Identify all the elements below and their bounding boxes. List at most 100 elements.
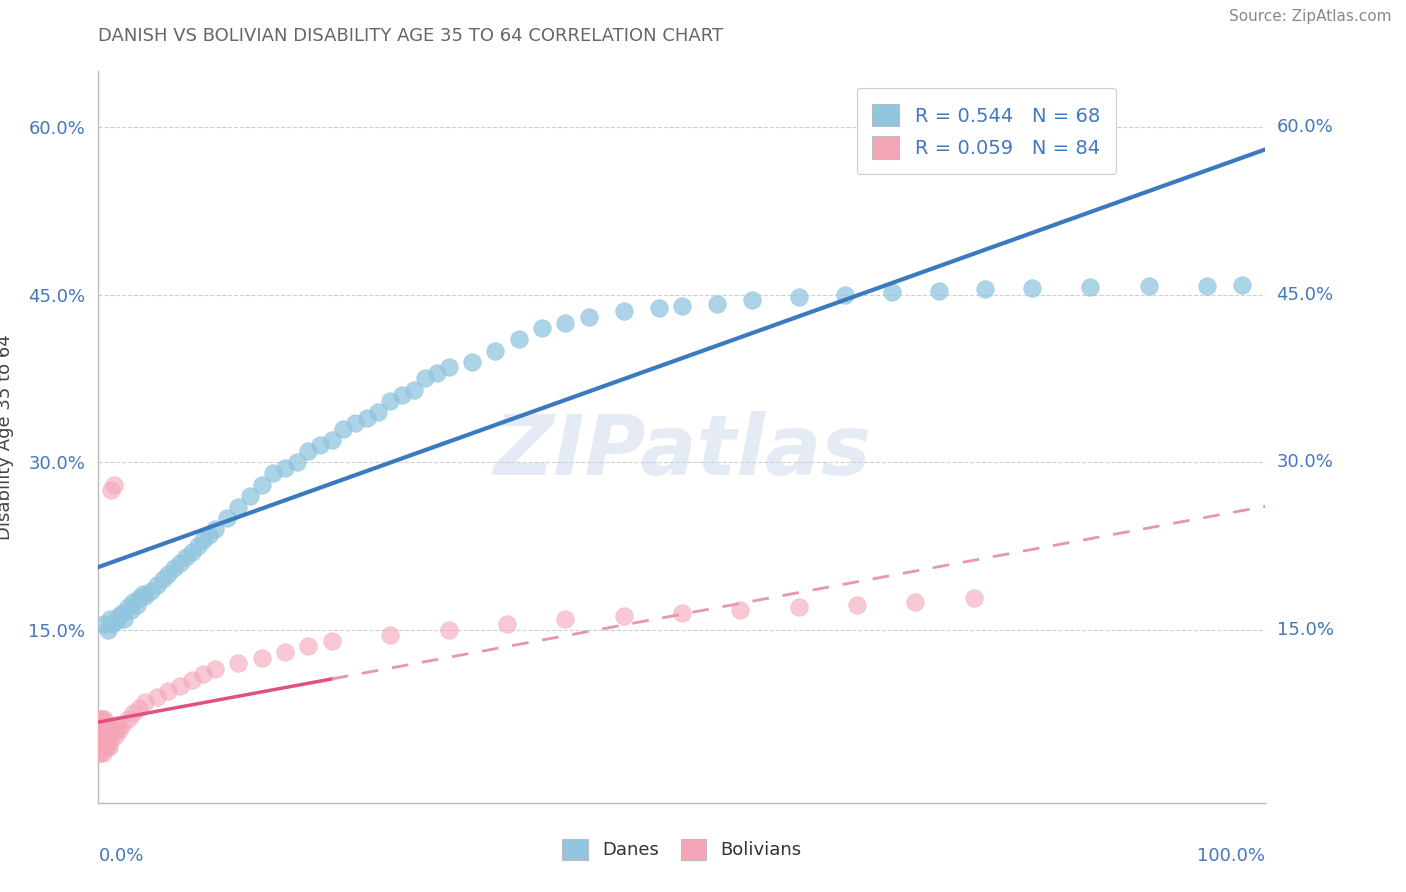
Point <box>134 695 156 709</box>
Point <box>90 723 112 738</box>
Point <box>461 354 484 368</box>
Point <box>122 595 145 609</box>
Point <box>356 410 378 425</box>
Point <box>90 739 112 754</box>
Point <box>163 561 186 575</box>
Point <box>90 717 112 731</box>
Point <box>91 729 114 743</box>
Point <box>426 366 449 380</box>
Point <box>1080 280 1102 294</box>
Point <box>90 739 112 754</box>
Point <box>122 706 145 721</box>
Point <box>169 679 191 693</box>
Point <box>730 602 752 616</box>
Point <box>128 591 150 606</box>
Legend: Danes, Bolivians: Danes, Bolivians <box>555 831 808 867</box>
Point <box>91 723 114 738</box>
Point <box>97 739 120 754</box>
Point <box>98 734 121 748</box>
Point <box>228 500 250 514</box>
Point <box>125 598 148 612</box>
Text: ZIPatlas: ZIPatlas <box>494 411 870 492</box>
Point <box>508 332 530 346</box>
Point <box>367 405 389 419</box>
Point <box>93 712 115 726</box>
Point <box>193 533 215 548</box>
Point <box>962 591 984 606</box>
Point <box>91 746 114 760</box>
Point <box>89 712 111 726</box>
Point <box>94 717 117 731</box>
Point <box>120 602 142 616</box>
Point <box>117 712 139 726</box>
Text: DANISH VS BOLIVIAN DISABILITY AGE 35 TO 64 CORRELATION CHART: DANISH VS BOLIVIAN DISABILITY AGE 35 TO … <box>98 27 724 45</box>
Point <box>228 657 250 671</box>
Point <box>91 739 114 754</box>
Point <box>134 589 156 603</box>
Point <box>262 467 284 481</box>
Point <box>108 609 131 624</box>
Point <box>96 739 118 754</box>
Point <box>108 723 131 738</box>
Point <box>180 673 202 687</box>
Point <box>706 296 728 310</box>
Point <box>380 393 402 408</box>
Point <box>974 282 997 296</box>
Text: 30.0%: 30.0% <box>1277 453 1333 471</box>
Point <box>146 578 169 592</box>
Point <box>834 287 856 301</box>
Point <box>928 285 950 299</box>
Point <box>204 522 226 536</box>
Point <box>198 528 221 542</box>
Point <box>101 723 124 738</box>
Point <box>94 723 117 738</box>
Point <box>96 729 118 743</box>
Point <box>90 729 112 743</box>
Text: 15.0%: 15.0% <box>1277 621 1333 639</box>
Point <box>309 438 332 452</box>
Point <box>250 650 273 665</box>
Point <box>112 611 135 625</box>
Point <box>100 483 122 497</box>
Point <box>215 511 238 525</box>
Point <box>93 723 115 738</box>
Point <box>96 723 118 738</box>
Text: 60.0%: 60.0% <box>1277 119 1333 136</box>
Point <box>180 544 202 558</box>
Point <box>671 299 693 313</box>
Point <box>89 734 111 748</box>
Text: 100.0%: 100.0% <box>1198 847 1265 864</box>
Point <box>297 444 319 458</box>
Point <box>128 701 150 715</box>
Point <box>89 746 111 760</box>
Point <box>1137 278 1160 293</box>
Point <box>97 729 120 743</box>
Point <box>274 460 297 475</box>
Point <box>89 729 111 743</box>
Point <box>111 606 134 620</box>
Point <box>1021 281 1043 295</box>
Point <box>97 723 120 738</box>
Point <box>880 285 903 300</box>
Point <box>87 723 110 738</box>
Point <box>104 614 127 628</box>
Point <box>94 734 117 748</box>
Point <box>90 734 112 748</box>
Point <box>97 623 120 637</box>
Point <box>787 600 810 615</box>
Point <box>157 684 180 698</box>
Point <box>117 600 139 615</box>
Point <box>1195 278 1218 293</box>
Point <box>484 343 506 358</box>
Point <box>904 595 927 609</box>
Point <box>274 645 297 659</box>
Point <box>90 723 112 738</box>
Point <box>437 360 460 375</box>
Point <box>98 729 121 743</box>
Point <box>174 550 197 565</box>
Point <box>671 606 693 620</box>
Point <box>321 433 343 447</box>
Point <box>321 633 343 648</box>
Point <box>496 617 519 632</box>
Point <box>647 301 669 315</box>
